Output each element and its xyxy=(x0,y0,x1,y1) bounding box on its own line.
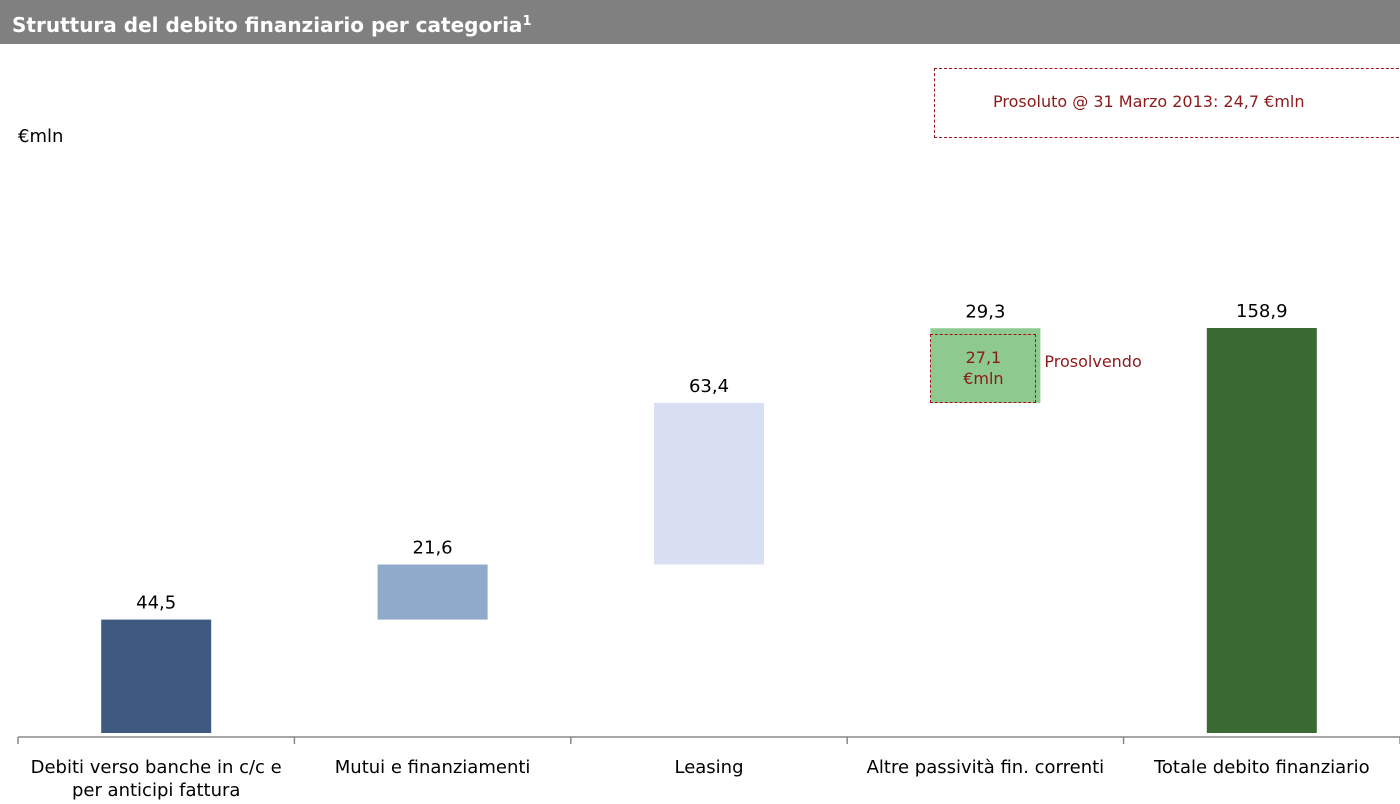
prosolvendo-label: Prosolvendo xyxy=(1044,351,1142,371)
value-label: 158,9 xyxy=(1236,301,1288,322)
x-tick-label: Altre passività fin. correnti xyxy=(866,757,1105,778)
x-tick-label: Leasing xyxy=(674,757,744,778)
title-bar: Struttura del debito finanziario per cat… xyxy=(0,0,1400,44)
title-note: 1 xyxy=(522,14,532,29)
prosoluto-note: Prosoluto @ 31 Marzo 2013: 24,7 €mln xyxy=(934,68,1400,138)
bar xyxy=(377,564,488,620)
bar xyxy=(101,619,212,733)
x-tick-label: Totale debito finanziario xyxy=(1153,757,1370,778)
value-label: 44,5 xyxy=(136,593,176,614)
value-label: 63,4 xyxy=(689,376,729,397)
value-label: 21,6 xyxy=(413,538,453,559)
prosolvendo-box: 27,1 €mln xyxy=(930,333,1037,403)
x-tick-label: Mutui e finanziamenti xyxy=(334,757,531,778)
unit-label: €mln xyxy=(18,126,64,147)
bar xyxy=(1206,328,1317,733)
value-label: 29,3 xyxy=(965,301,1005,322)
bar xyxy=(930,328,1041,403)
x-tick-label: Debiti verso banche in c/c e per anticip… xyxy=(30,757,282,801)
bar xyxy=(654,402,764,565)
title: Struttura del debito finanziario per cat… xyxy=(12,13,523,37)
